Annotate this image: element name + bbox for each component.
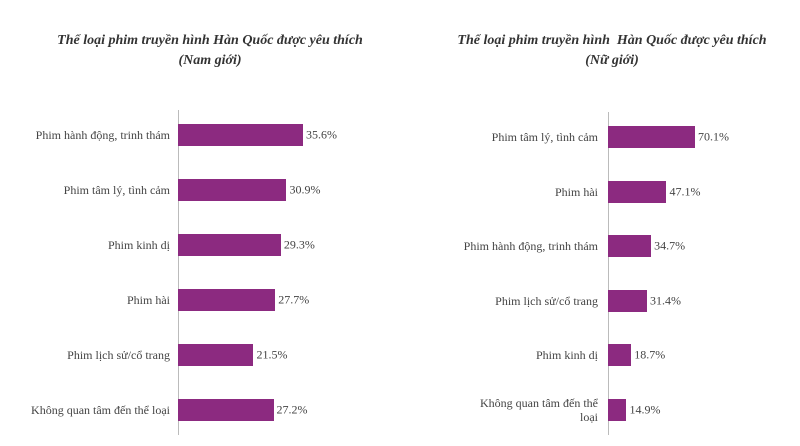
value-label: 70.1% <box>698 129 729 144</box>
value-label: 29.3% <box>283 237 315 252</box>
category-label: Phim kinh dị <box>107 238 170 252</box>
chart-subtitle: (Nam giới) <box>178 53 242 68</box>
axis-line <box>608 112 609 435</box>
category-label: Phim kinh dị <box>535 348 598 362</box>
value-label: 34.7% <box>654 238 686 253</box>
bar <box>178 234 281 256</box>
category-label: Phim lịch sử/cổ trang <box>67 348 170 362</box>
chart-subtitle: (Nữ giới) <box>585 53 639 68</box>
bar <box>608 126 695 148</box>
value-label: 35.6% <box>306 127 337 142</box>
category-label: Không quan tâm đến thể loại <box>480 395 598 424</box>
value-label: 18.7% <box>634 347 666 362</box>
bar <box>178 344 254 366</box>
bar <box>608 289 647 312</box>
category-label: Phim tâm lý, tình cảm <box>63 183 170 197</box>
value-label: 14.9% <box>629 402 661 416</box>
category-label: Phim hành động, trinh thám <box>35 128 170 142</box>
bar <box>178 289 276 311</box>
category-label: Phim tâm lý, tình cảm <box>491 130 598 144</box>
bar <box>608 398 627 421</box>
value-label: 21.5% <box>256 347 288 362</box>
axis-line <box>178 110 179 435</box>
bar <box>178 124 303 146</box>
value-label: 47.1% <box>669 184 701 198</box>
bar <box>178 399 274 421</box>
bar <box>608 180 667 203</box>
category-label: Phim hài <box>126 293 170 307</box>
bar <box>608 344 632 366</box>
chart-title: Thể loại phim truyền hình Hàn Quốc được … <box>57 33 363 48</box>
value-label: 27.7% <box>278 292 310 307</box>
value-label: 31.4% <box>649 293 681 307</box>
category-label: Không quan tâm đến thể loại <box>31 403 170 417</box>
bar <box>178 179 287 201</box>
category-label: Phim lịch sử/cổ trang <box>495 293 598 308</box>
value-label: 30.9% <box>289 182 321 197</box>
category-label: Phim hành động, trinh thám <box>463 239 598 253</box>
chart-title: Thể loại phim truyền hình Hàn Quốc được … <box>457 33 767 48</box>
value-label: 27.2% <box>276 402 308 417</box>
bar <box>608 235 652 257</box>
category-label: Phim hài <box>554 184 598 199</box>
